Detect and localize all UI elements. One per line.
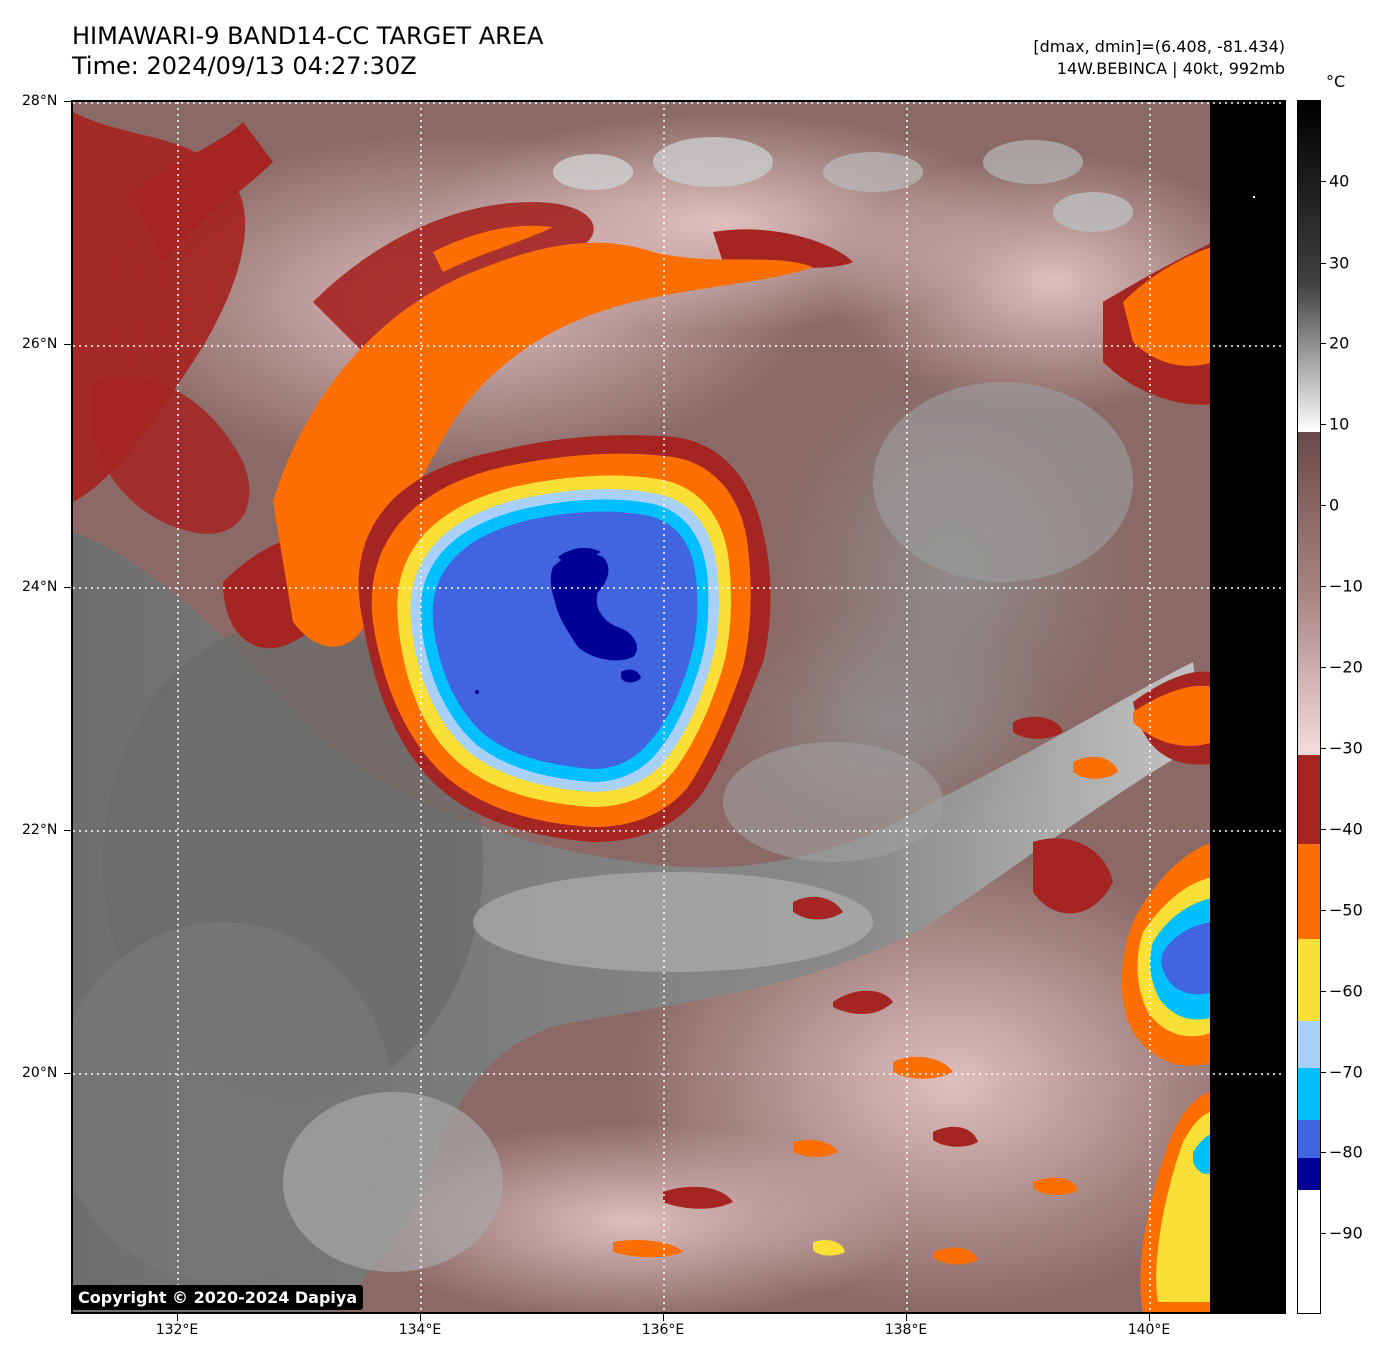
colorbar-label: 10 <box>1329 414 1350 434</box>
colorbar-tick <box>1321 586 1326 587</box>
colorbar-tick <box>1321 424 1326 425</box>
copyright-badge: Copyright © 2020-2024 Dapiya <box>72 1285 364 1310</box>
lon-tick <box>906 1314 907 1321</box>
colorbar-label: 20 <box>1329 333 1350 353</box>
satellite-image <box>73 102 1284 1312</box>
colorbar-tick <box>1321 343 1326 344</box>
lat-tick <box>64 101 71 102</box>
lat-tick <box>64 1073 71 1074</box>
lon-label: 132°E <box>155 1322 199 1338</box>
colorbar-label: −50 <box>1329 900 1363 920</box>
storm-info-text: 14W.BEBINCA | 40kt, 992mb <box>1056 59 1285 78</box>
satellite-image-frame <box>71 100 1286 1314</box>
colorbar-label: −60 <box>1329 981 1363 1001</box>
lat-label: 20°N <box>22 1065 58 1081</box>
lat-tick <box>64 830 71 831</box>
colorbar-label: −20 <box>1329 657 1363 677</box>
lon-label: 138°E <box>884 1322 928 1338</box>
lon-label: 136°E <box>641 1322 685 1338</box>
lon-label: 140°E <box>1127 1322 1171 1338</box>
colorbar <box>1297 100 1321 1314</box>
colorbar-unit: °C <box>1326 72 1346 91</box>
colorbar-tick <box>1321 1152 1326 1153</box>
colorbar-label: 30 <box>1329 253 1350 273</box>
lon-tick <box>420 1314 421 1321</box>
lat-tick <box>64 344 71 345</box>
lon-tick <box>663 1314 664 1321</box>
colorbar-tick <box>1321 991 1326 992</box>
lat-label: 24°N <box>22 579 58 595</box>
colorbar-tick <box>1321 667 1326 668</box>
colorbar-tick <box>1321 505 1326 506</box>
colorbar-tick <box>1321 181 1326 182</box>
colorbar-tick <box>1321 1233 1326 1234</box>
lat-label: 22°N <box>22 822 58 838</box>
colorbar-label: −30 <box>1329 738 1363 758</box>
colorbar-tick <box>1321 263 1326 264</box>
lon-label: 134°E <box>398 1322 442 1338</box>
colorbar-label: −70 <box>1329 1062 1363 1082</box>
lat-tick <box>64 587 71 588</box>
colorbar-tick <box>1321 910 1326 911</box>
colorbar-tick <box>1321 829 1326 830</box>
chart-timestamp: Time: 2024/09/13 04:27:30Z <box>72 52 417 80</box>
lat-label: 28°N <box>22 93 58 109</box>
colorbar-label: 40 <box>1329 171 1350 191</box>
colorbar-tick <box>1321 1072 1326 1073</box>
colorbar-scale <box>1298 101 1320 1313</box>
colorbar-label: −80 <box>1329 1142 1363 1162</box>
colorbar-tick <box>1321 748 1326 749</box>
chart-title: HIMAWARI-9 BAND14-CC TARGET AREA <box>72 22 544 50</box>
colorbar-label: −10 <box>1329 576 1363 596</box>
colorbar-label: 0 <box>1329 495 1340 515</box>
lon-tick <box>1149 1314 1150 1321</box>
lat-label: 26°N <box>22 336 58 352</box>
data-range-text: [dmax, dmin]=(6.408, -81.434) <box>1033 37 1285 56</box>
lon-tick <box>177 1314 178 1321</box>
colorbar-label: −40 <box>1329 819 1363 839</box>
colorbar-label: −90 <box>1329 1223 1363 1243</box>
